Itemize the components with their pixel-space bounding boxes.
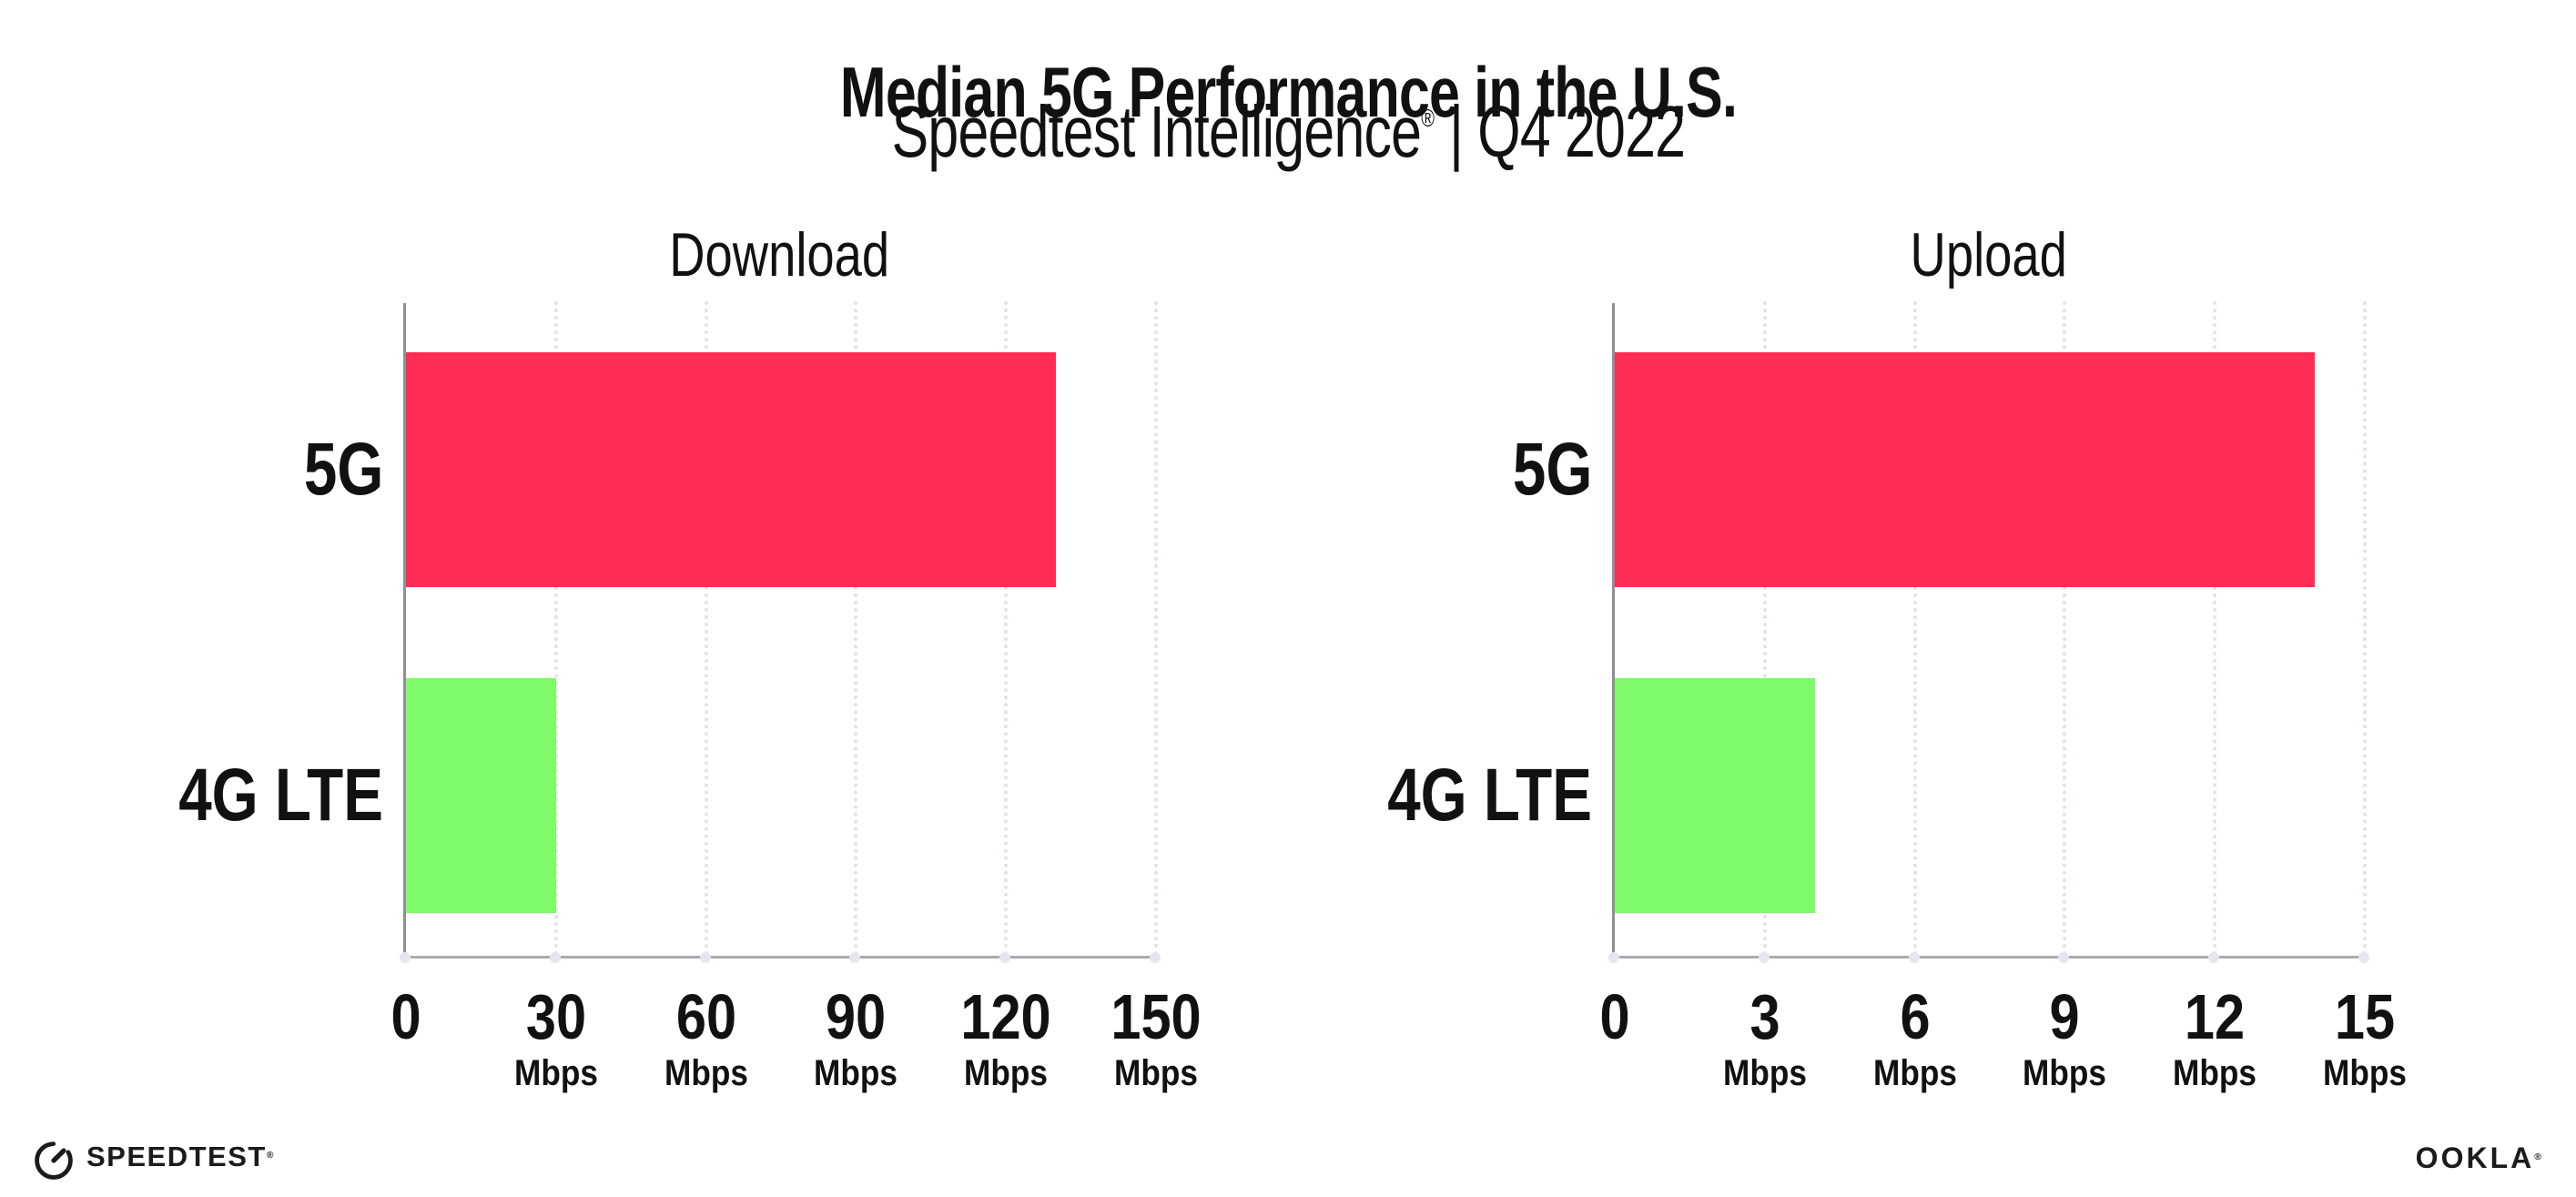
axis-tick-dot (999, 952, 1011, 963)
x-tick-value: 90 (826, 981, 887, 1052)
x-tick-label-6: 6 Mbps (1867, 984, 1962, 1093)
axis-tick-dot (699, 952, 711, 963)
page-title: Median 5G Performance in the U.S. (839, 52, 1737, 133)
gridline-60 (704, 301, 708, 956)
x-tick-label-9: 9 Mbps (2017, 984, 2112, 1093)
axis-tick-dot (2058, 952, 2070, 963)
x-tick-label-15: 15 Mbps (2317, 984, 2412, 1093)
x-tick-label-30: 30 Mbps (509, 984, 603, 1093)
x-tick-label-12: 12 Mbps (2167, 984, 2262, 1093)
gridline-12 (2213, 301, 2217, 956)
x-tick-unit: Mbps (814, 1053, 898, 1093)
x-tick-unit: Mbps (1872, 1053, 1957, 1093)
x-tick-value: 30 (525, 981, 586, 1052)
registered-mark-icon: ® (266, 1150, 274, 1161)
category-label-5g: 5G (303, 428, 383, 511)
x-tick-unit: Mbps (964, 1053, 1049, 1093)
gridline-3 (1762, 301, 1767, 956)
x-tick-unit: Mbps (2173, 1053, 2257, 1093)
x-tick-value: 6 (1900, 981, 1931, 1052)
x-tick-unit: Mbps (2323, 1053, 2407, 1093)
axis-tick-dot (549, 952, 561, 963)
chart-title-download: Download (669, 220, 890, 289)
gridline-9 (2063, 301, 2067, 956)
x-tick-value: 12 (2185, 981, 2246, 1052)
category-label-5g: 5G (1512, 428, 1592, 511)
plot-area-download: 0 30 Mbps 60 Mbps 90 Mbps 120 Mbps 150 Mbps (390, 301, 1202, 1093)
x-tick-value: 60 (675, 981, 736, 1052)
speedtest-gauge-icon (35, 1141, 73, 1180)
registered-mark-icon: ® (1420, 105, 1435, 132)
x-tick-label-3: 3 Mbps (1718, 984, 1812, 1093)
x-tick-label-90: 90 Mbps (808, 984, 903, 1093)
bar-5g (406, 352, 1057, 587)
bar-4g-lte (1615, 678, 1815, 913)
x-tick-value: 150 (1111, 981, 1202, 1052)
gridline-15 (2363, 301, 2367, 956)
x-tick-label-150: 150 Mbps (1103, 984, 1210, 1093)
category-label-4g-lte: 4G LTE (178, 754, 383, 837)
gridline-6 (1912, 301, 1917, 956)
x-tick-label-0: 0 (389, 984, 424, 1050)
axis-tick-dot (2208, 952, 2220, 963)
x-tick-label-60: 60 Mbps (658, 984, 753, 1093)
x-tick-unit: Mbps (1722, 1053, 1807, 1093)
axis-tick-dot (1150, 952, 1161, 963)
gridline-30 (553, 301, 558, 956)
bar-5g (1615, 352, 2316, 587)
speedtest-logo: SPEEDTEST® (33, 1136, 273, 1185)
gridline-90 (854, 301, 858, 956)
subtitle-brand: Speedtest Intelligence (891, 91, 1421, 172)
axis-tick-dot (1908, 952, 1920, 963)
x-tick-value: 9 (2049, 981, 2080, 1052)
registered-mark-icon: ® (2534, 1151, 2541, 1162)
x-tick-unit: Mbps (664, 1053, 748, 1093)
x-tick-unit: Mbps (513, 1053, 598, 1093)
x-tick-unit: Mbps (2023, 1053, 2107, 1093)
x-tick-value: 120 (960, 981, 1051, 1052)
chart-title-upload: Upload (1910, 220, 2067, 289)
gridline-150 (1154, 301, 1158, 956)
ookla-logo: OOKLA® (2416, 1138, 2541, 1185)
plot-area-upload: 0 3 Mbps 6 Mbps 9 Mbps 12 Mbps 15 Mbps (1599, 301, 2407, 1093)
axis-tick-dot (1758, 952, 1770, 963)
subtitle-period: | Q4 2022 (1434, 91, 1686, 172)
axis-tick-dot (400, 952, 411, 963)
axis-tick-dot (1608, 952, 1619, 963)
page-subtitle: Speedtest Intelligence® | Q4 2022 (0, 87, 2576, 193)
x-tick-label-0: 0 (1597, 984, 1633, 1050)
x-tick-value: 0 (390, 981, 421, 1052)
bar-4g-lte (406, 678, 556, 913)
x-tick-label-120: 120 Mbps (953, 984, 1060, 1093)
gridline-120 (1004, 301, 1009, 956)
axis-tick-dot (2358, 952, 2369, 963)
x-tick-value: 15 (2334, 981, 2396, 1052)
x-tick-value: 3 (1749, 981, 1780, 1052)
axis-tick-dot (849, 952, 861, 963)
x-tick-unit: Mbps (1114, 1053, 1198, 1093)
x-tick-value: 0 (1599, 981, 1630, 1052)
ookla-wordmark: OOKLA (2415, 1141, 2535, 1174)
speedtest-wordmark: SPEEDTEST® (86, 1141, 274, 1172)
category-label-4g-lte: 4G LTE (1387, 754, 1592, 837)
